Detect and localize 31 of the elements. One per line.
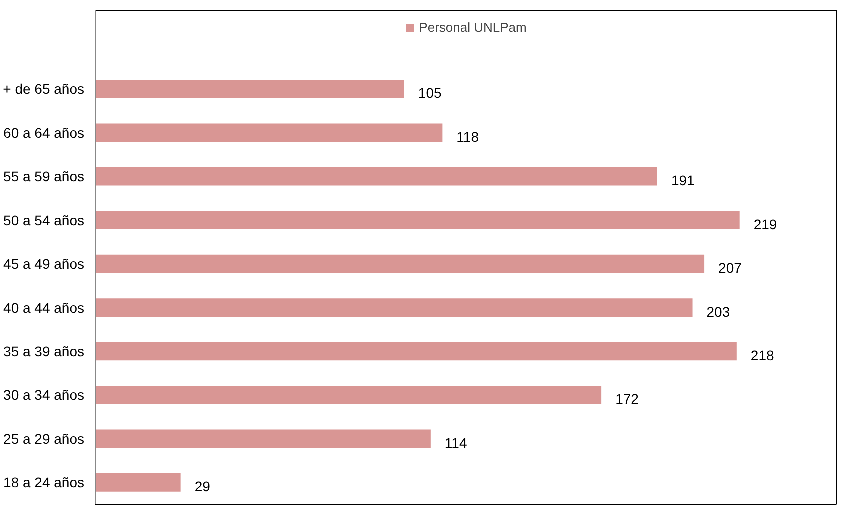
bar [96,124,443,142]
data-label: 191 [671,172,696,189]
y-tick-label: 50 a 54 años [4,212,85,228]
legend-label: Personal UNLPam [419,20,527,35]
data-label: 172 [616,391,640,408]
data-label: 207 [718,260,742,276]
bar [96,386,602,404]
bar [96,254,705,274]
y-tick-label: 25 a 29 años [4,430,85,447]
y-tick-label: 40 a 44 años [4,300,85,316]
y-tick-label: 30 a 34 años [4,387,85,404]
data-label: 219 [754,216,778,232]
bar [96,80,404,98]
data-label: 118 [456,128,480,145]
y-tick-label: 60 a 64 años [4,124,85,141]
y-tick-label: 18 a 24 años [4,474,85,491]
bar [96,473,181,492]
data-label: 203 [706,304,730,320]
y-tick-label: 35 a 39 años [4,343,85,360]
bar [96,430,431,448]
bar [96,298,693,317]
data-label: 114 [444,434,468,451]
bar [96,211,740,230]
y-tick-label: 55 a 59 años [4,168,85,185]
data-label: 218 [750,347,774,364]
y-tick-label: + de 65 años [3,81,85,98]
bar [96,167,658,186]
data-label: 105 [418,85,442,102]
data-label: 29 [194,478,211,495]
bar [96,342,737,361]
y-tick-label: 45 a 49 años [4,256,85,272]
